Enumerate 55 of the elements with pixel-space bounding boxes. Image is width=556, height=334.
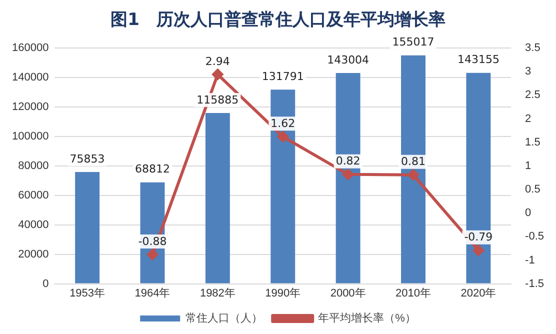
bar: [75, 172, 100, 284]
x-tick-label: 2000年: [330, 287, 366, 300]
data-label: 143155: [457, 53, 500, 66]
y2-tick-label: -0.5: [525, 230, 544, 243]
data-label: 1.62: [270, 117, 296, 130]
bar: [401, 55, 426, 284]
y-tick-label: 140000: [12, 72, 49, 84]
data-label: 115885: [196, 93, 239, 106]
bar: [205, 113, 230, 284]
y2-tick-label: 3.5: [525, 42, 540, 54]
y2-tick-label: 0: [525, 207, 532, 220]
x-tick-label: 1964年: [134, 287, 170, 300]
point: [146, 249, 158, 260]
y-tick-label: 120000: [12, 100, 49, 113]
y2-tick-label: 2.5: [525, 89, 540, 102]
data-label: 143004: [327, 53, 370, 66]
point: [408, 169, 419, 180]
y-tick-label: 40000: [18, 218, 49, 231]
x-tick-label: 1982年: [200, 287, 236, 300]
x-tick-label: 2020年: [460, 287, 496, 300]
x-tick-label: 1953年: [70, 287, 106, 300]
x-tick-label: 2010年: [396, 287, 431, 300]
data-label: 131791: [262, 70, 304, 83]
data-label: 68812: [134, 162, 170, 176]
y2-tick-label: -1: [525, 254, 535, 266]
data-label: 0.82: [336, 154, 360, 168]
y2-tick-label: -1.5: [525, 278, 544, 290]
data-label: -0.88: [138, 234, 167, 248]
y-tick-label: 60000: [18, 189, 49, 202]
legend-label: 年平均增长率（%）: [318, 312, 416, 325]
bar: [466, 72, 491, 284]
y2-tick-label: 3: [525, 66, 532, 78]
bar: [270, 90, 296, 284]
y2-tick-label: 2: [525, 112, 532, 125]
data-label: 2.94: [205, 54, 230, 68]
y-tick-label: 0: [42, 278, 49, 290]
data-label: 0.81: [401, 155, 426, 168]
bar: [336, 73, 360, 284]
chart-title: 图1 历次人口普查常住人口及年平均增长率: [110, 9, 446, 31]
legend-label: 常住人口（人）: [186, 312, 263, 325]
x-tick-label: 1990年: [265, 287, 301, 300]
data-label: 75853: [70, 152, 105, 166]
y2-tick-label: 1: [525, 160, 532, 172]
point: [277, 131, 288, 142]
y-tick-label: 80000: [18, 160, 49, 172]
y-tick-label: 100000: [12, 130, 49, 142]
point: [342, 168, 354, 180]
y-tick-label: 20000: [18, 248, 49, 260]
data-label: 155017: [392, 36, 434, 49]
point: [472, 244, 484, 256]
y-tick-label: 160000: [12, 42, 49, 54]
y2-tick-label: 1.5: [525, 136, 540, 148]
y2-tick-label: 0.5: [525, 184, 540, 196]
data-label: -0.79: [464, 230, 493, 244]
point: [212, 68, 224, 80]
